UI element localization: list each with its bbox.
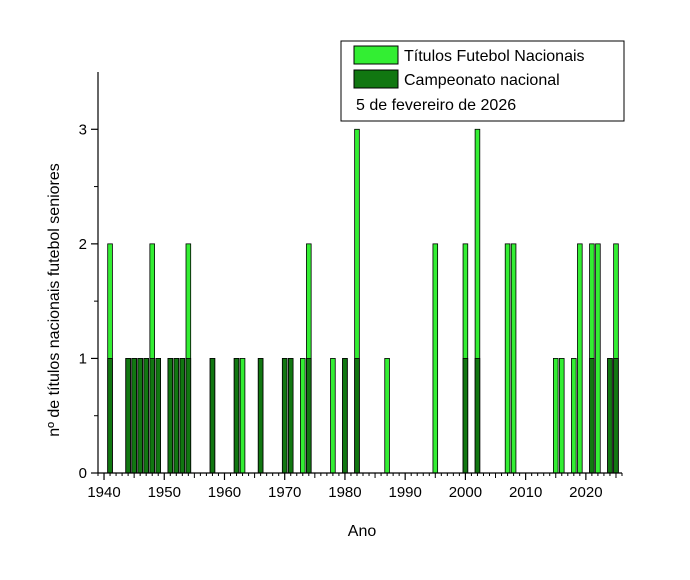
bar-campeonato-1952 <box>173 358 180 474</box>
bar-titulos-2022 <box>595 243 601 474</box>
x-tick-label-1940: 1940 <box>87 484 120 501</box>
bar-titulos-1973 <box>300 358 306 474</box>
x-tick-label-2010: 2010 <box>509 484 542 501</box>
x-tick-label-1960: 1960 <box>208 484 241 501</box>
bar-titulos-2008 <box>510 243 517 474</box>
x-tick-label-1990: 1990 <box>388 484 421 501</box>
y-tick-label-1: 1 <box>79 350 87 367</box>
legend-label-campeonato: Campeonato nacional <box>404 72 560 89</box>
bar-titulos-2018 <box>571 358 577 474</box>
bar-campeonato-1958 <box>209 358 216 474</box>
bar-campeonato-2024 <box>607 358 613 474</box>
bar-campeonato-1966 <box>257 358 264 474</box>
y-tick-label-2: 2 <box>79 236 87 253</box>
axes <box>97 72 622 474</box>
x-tick-label-2020: 2020 <box>569 484 602 501</box>
bar-campeonato-1953 <box>179 358 186 474</box>
bar-campeonato-1948 <box>149 358 155 474</box>
bar-campeonato-1970 <box>281 358 288 474</box>
legend-note: 5 de fevereiro de 2026 <box>356 97 516 114</box>
legend-swatch-titulos <box>353 45 399 65</box>
bar-titulos-2016 <box>559 358 565 474</box>
bar-campeonato-1944 <box>125 358 131 474</box>
bar-campeonato-2025 <box>613 358 619 474</box>
bar-titulos-2015 <box>553 358 559 474</box>
bar-campeonato-1951 <box>167 358 174 474</box>
bar-campeonato-1962 <box>233 358 240 474</box>
bar-campeonato-2000 <box>462 358 469 474</box>
bar-campeonato-1946 <box>137 358 143 474</box>
bar-campeonato-1954 <box>185 358 192 474</box>
bar-campeonato-1949 <box>155 358 161 474</box>
y-tick-label-3: 3 <box>79 121 87 138</box>
bar-titulos-1995 <box>432 243 439 474</box>
series-campeonato-bars <box>107 358 619 474</box>
bar-campeonato-2021 <box>589 358 595 474</box>
bar-titulos-1978 <box>330 358 336 474</box>
x-tick-label-1980: 1980 <box>328 484 361 501</box>
bar-campeonato-1971 <box>287 358 294 474</box>
bar-titulos-1987 <box>384 358 390 474</box>
legend: Títulos Futebol Nacionais Campeonato nac… <box>340 40 625 122</box>
x-tick-label-2000: 2000 <box>449 484 482 501</box>
x-axis-ticks: 1940 1950 1960 1970 1980 1990 2000 2010 2020 <box>87 473 623 501</box>
bar-campeonato-1947 <box>143 358 149 474</box>
bar-campeonato-2002 <box>474 358 481 474</box>
bar-campeonato-1974 <box>306 358 312 474</box>
legend-label-titulos: Títulos Futebol Nacionais <box>404 48 585 65</box>
bar-titulos-1963 <box>239 358 246 474</box>
y-tick-label-0: 0 <box>79 465 87 482</box>
x-tick-label-1970: 1970 <box>268 484 301 501</box>
y-axis-title: nº de títulos nacionais futebol seniores <box>46 163 63 437</box>
bar-campeonato-1982 <box>354 358 360 474</box>
bar-campeonato-1980 <box>342 358 348 474</box>
x-tick-label-1950: 1950 <box>148 484 181 501</box>
bar-campeonato-1941 <box>107 358 113 474</box>
bar-campeonato-1945 <box>131 358 137 474</box>
x-axis-title: Ano <box>348 523 377 540</box>
y-axis-ticks: 0 1 2 3 <box>79 121 98 482</box>
bar-titulos-2007 <box>504 243 511 474</box>
legend-swatch-campeonato <box>353 69 399 89</box>
bar-titulos-2019 <box>577 243 583 474</box>
